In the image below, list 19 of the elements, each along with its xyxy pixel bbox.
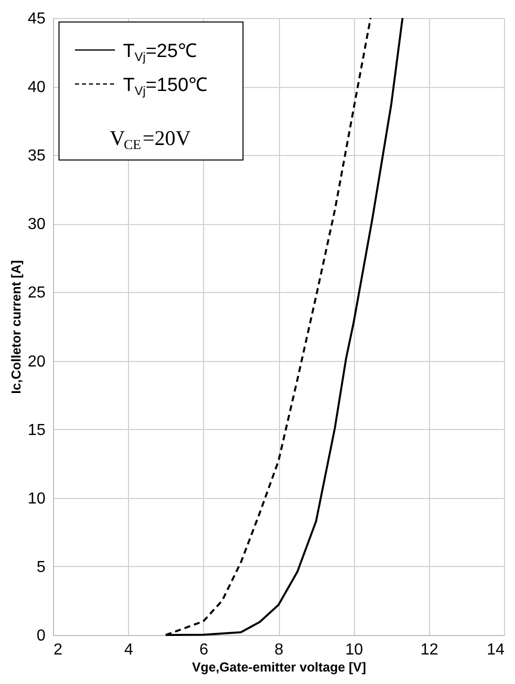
y-tick-label: 20 <box>28 353 46 370</box>
x-tick-label: 12 <box>420 642 438 658</box>
x-tick-label: 10 <box>345 642 364 658</box>
y-tick-label: 0 <box>36 628 46 644</box>
y-tick-label: 10 <box>28 490 46 508</box>
x-tick-label: 6 <box>199 642 208 658</box>
x-axis-title: Vge,Gate-emitter voltage [V] <box>192 660 366 674</box>
y-tick-label: 40 <box>28 79 46 96</box>
x-tick-label: 14 <box>486 642 505 658</box>
x-tick-label: 4 <box>124 642 134 658</box>
x-tick-label: 8 <box>274 642 284 658</box>
y-tick-label: 25 <box>28 284 46 302</box>
y-tick-label: 35 <box>28 148 46 165</box>
y-axis-title: Ic,Colletor current [A] <box>8 260 24 394</box>
x-tick-label: 2 <box>54 642 62 658</box>
y-tick-label: 15 <box>28 422 46 439</box>
y-tick-label: 5 <box>36 558 46 576</box>
y-tick-label: 45 <box>28 10 46 28</box>
y-tick-label: 30 <box>28 216 46 234</box>
